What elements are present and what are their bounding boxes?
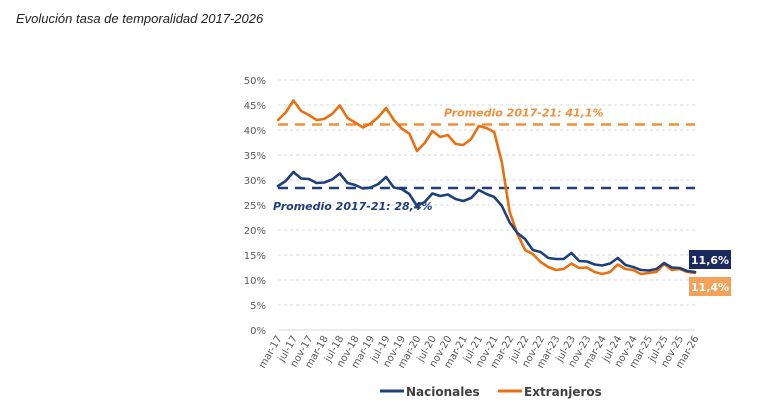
- legend-label-extranjeros: Extranjeros: [524, 385, 602, 399]
- gridlines: [278, 79, 695, 331]
- y-tick-label: 25%: [244, 201, 266, 212]
- y-tick-label: 20%: [244, 226, 266, 237]
- y-tick-label: 10%: [244, 276, 266, 287]
- y-tick-label: 5%: [250, 301, 266, 312]
- y-tick-label: 35%: [244, 151, 266, 162]
- legend: Nacionales Extranjeros: [380, 385, 602, 399]
- y-tick-label: 0%: [250, 326, 266, 337]
- y-axis-ticks: 0% 5% 10% 15% 20% 25% 30% 35% 40% 45% 50%: [244, 76, 266, 337]
- series-line-extranjeros: [276, 99, 697, 276]
- y-tick-label: 15%: [244, 251, 266, 262]
- legend-label-nacionales: Nacionales: [406, 385, 480, 399]
- y-tick-label: 50%: [244, 76, 266, 87]
- end-label-text: 11,6%: [691, 254, 729, 267]
- end-labels: 11,6% 11,4%: [689, 250, 731, 296]
- x-axis-ticks: mar-17jul-17nov-17mar-18jul-18nov-18mar-…: [257, 334, 701, 370]
- end-label-text: 11,4%: [691, 281, 729, 294]
- y-tick-label: 40%: [244, 126, 266, 137]
- average-label: Promedio 2017-21: 41,1%: [444, 107, 604, 120]
- series-lines: [276, 99, 697, 276]
- y-tick-label: 30%: [244, 176, 266, 187]
- chart-title: Evolución tasa de temporalidad 2017-2026: [16, 11, 264, 26]
- y-tick-label: 45%: [244, 101, 266, 112]
- end-label-box: [689, 250, 731, 269]
- series-line-nacionales: [276, 170, 697, 274]
- average-lines: Promedio 2017-21: 41,1% Promedio 2017-21:…: [273, 107, 695, 213]
- average-label: Promedio 2017-21: 28,4%: [273, 200, 433, 213]
- end-label-box: [689, 277, 731, 296]
